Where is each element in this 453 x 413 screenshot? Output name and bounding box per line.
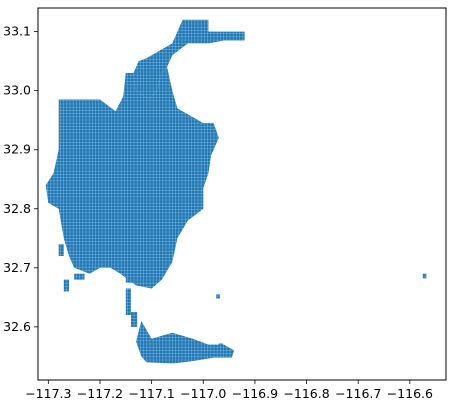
y-tick-label: 33.0 [3,83,31,98]
region-main-body [45,67,219,289]
x-tick-label: −116.7 [335,386,381,401]
x-tick-label: −117.0 [180,386,226,401]
y-tick-label: 32.8 [3,201,31,216]
region-patch-center [125,273,137,283]
region-patch-left-2 [58,244,64,256]
region-north-arm [133,19,245,100]
x-tick-label: −117.2 [77,386,123,401]
y-tick-label: 32.7 [3,260,31,275]
region-dot-2 [218,343,223,349]
x-tick-label: −116.6 [387,386,433,401]
region-layer [45,19,427,364]
region-dot-far-east [422,273,427,279]
y-tick-label: 32.6 [3,319,31,334]
x-tick-label: −116.8 [283,386,329,401]
x-axis-ticks: −117.3 −117.2 −117.1 −117.0 −116.9 −116.8 −116… [25,380,433,401]
y-tick-label: 33.1 [3,24,31,39]
x-tick-label: −116.9 [232,386,278,401]
y-tick-label: 32.9 [3,142,31,157]
region-dot-1 [216,294,220,299]
axes-frame [37,7,447,381]
region-patch-left-1 [63,279,69,292]
region-strip-1 [125,288,131,315]
region-south-bay [136,321,235,364]
x-tick-label: −117.1 [128,386,174,401]
region-patch-left-3 [74,273,85,280]
region-strip-2 [131,312,138,327]
y-axis-ticks: 32.6 32.7 32.8 32.9 33.0 33.1 [3,24,38,334]
x-tick-label: −117.3 [25,386,71,401]
